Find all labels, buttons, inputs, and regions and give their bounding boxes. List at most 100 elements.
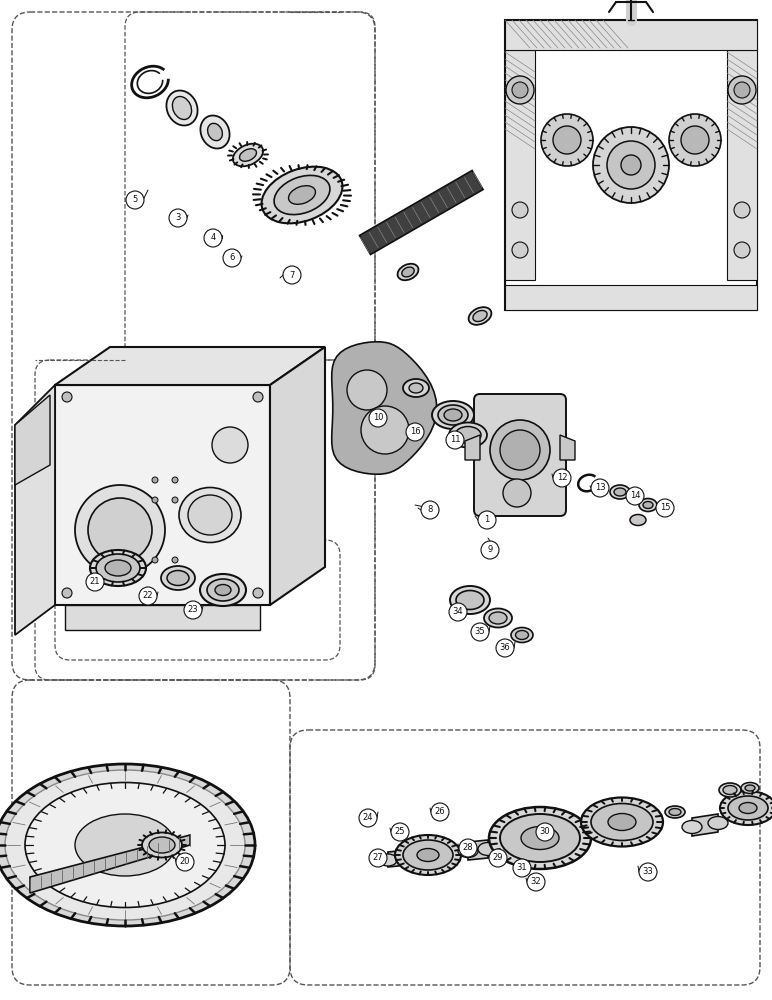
- Polygon shape: [55, 347, 325, 385]
- Text: 13: 13: [594, 484, 605, 492]
- Ellipse shape: [403, 379, 429, 397]
- Circle shape: [431, 803, 449, 821]
- Circle shape: [227, 577, 233, 583]
- Text: 23: 23: [188, 605, 198, 614]
- Circle shape: [500, 430, 540, 470]
- Ellipse shape: [432, 401, 474, 429]
- Ellipse shape: [484, 608, 512, 628]
- Ellipse shape: [719, 783, 741, 797]
- Ellipse shape: [262, 167, 343, 223]
- Circle shape: [152, 477, 158, 483]
- Ellipse shape: [274, 175, 330, 215]
- Ellipse shape: [201, 115, 229, 149]
- Text: 26: 26: [435, 808, 445, 816]
- Ellipse shape: [417, 848, 439, 861]
- Ellipse shape: [149, 837, 175, 853]
- Circle shape: [734, 82, 750, 98]
- Ellipse shape: [489, 612, 507, 624]
- Circle shape: [369, 409, 387, 427]
- Ellipse shape: [208, 123, 222, 141]
- Polygon shape: [505, 20, 757, 50]
- Circle shape: [369, 849, 387, 867]
- Ellipse shape: [455, 426, 481, 444]
- Text: 8: 8: [428, 506, 432, 514]
- Circle shape: [512, 202, 528, 218]
- Polygon shape: [505, 285, 757, 310]
- Text: 36: 36: [499, 644, 510, 652]
- Circle shape: [204, 229, 222, 247]
- Polygon shape: [270, 347, 325, 605]
- Circle shape: [513, 859, 531, 877]
- Text: 10: 10: [373, 414, 383, 422]
- Text: 4: 4: [211, 233, 215, 242]
- Ellipse shape: [167, 570, 189, 585]
- Circle shape: [490, 420, 550, 480]
- Ellipse shape: [516, 631, 529, 640]
- Polygon shape: [332, 342, 437, 474]
- Ellipse shape: [401, 267, 415, 277]
- Circle shape: [512, 242, 528, 258]
- Ellipse shape: [720, 791, 772, 825]
- Circle shape: [62, 392, 72, 402]
- Polygon shape: [692, 814, 718, 836]
- Ellipse shape: [395, 835, 461, 875]
- Ellipse shape: [723, 786, 737, 794]
- Text: 22: 22: [143, 591, 154, 600]
- Ellipse shape: [200, 574, 246, 606]
- Text: 6: 6: [229, 253, 235, 262]
- Circle shape: [283, 266, 301, 284]
- Text: 20: 20: [180, 857, 190, 866]
- Ellipse shape: [438, 405, 468, 425]
- Polygon shape: [505, 50, 535, 280]
- Ellipse shape: [215, 584, 231, 595]
- Circle shape: [639, 863, 657, 881]
- Ellipse shape: [741, 782, 759, 794]
- Ellipse shape: [188, 495, 232, 535]
- Ellipse shape: [142, 832, 182, 857]
- Circle shape: [459, 839, 477, 857]
- Circle shape: [223, 249, 241, 267]
- Circle shape: [734, 242, 750, 258]
- Ellipse shape: [25, 782, 225, 908]
- Text: 9: 9: [487, 546, 493, 554]
- Circle shape: [591, 479, 609, 497]
- Text: 32: 32: [530, 878, 541, 886]
- Text: 5: 5: [132, 196, 137, 205]
- Circle shape: [361, 406, 409, 454]
- Ellipse shape: [233, 144, 263, 166]
- Polygon shape: [388, 850, 408, 867]
- Circle shape: [139, 587, 157, 605]
- Ellipse shape: [511, 628, 533, 643]
- Circle shape: [62, 588, 72, 598]
- Text: 21: 21: [90, 578, 100, 586]
- Circle shape: [728, 76, 756, 104]
- Circle shape: [176, 853, 194, 871]
- Circle shape: [391, 823, 409, 841]
- Ellipse shape: [630, 514, 646, 526]
- Text: 29: 29: [493, 854, 503, 862]
- Circle shape: [446, 431, 464, 449]
- Circle shape: [536, 823, 554, 841]
- Polygon shape: [360, 170, 483, 255]
- Circle shape: [86, 573, 104, 591]
- Circle shape: [506, 76, 534, 104]
- Ellipse shape: [449, 422, 487, 448]
- Ellipse shape: [665, 806, 685, 818]
- Circle shape: [541, 114, 593, 166]
- Circle shape: [481, 541, 499, 559]
- Text: 7: 7: [290, 270, 295, 279]
- Text: 31: 31: [516, 863, 527, 872]
- Ellipse shape: [75, 814, 175, 876]
- Text: 27: 27: [373, 854, 384, 862]
- Circle shape: [607, 141, 655, 189]
- Ellipse shape: [500, 814, 580, 862]
- Ellipse shape: [0, 764, 255, 926]
- Circle shape: [626, 487, 644, 505]
- Ellipse shape: [682, 820, 702, 834]
- Ellipse shape: [161, 566, 195, 590]
- Circle shape: [172, 497, 178, 503]
- Ellipse shape: [469, 307, 492, 325]
- Ellipse shape: [289, 186, 316, 204]
- Text: 33: 33: [642, 867, 653, 876]
- Ellipse shape: [458, 844, 478, 857]
